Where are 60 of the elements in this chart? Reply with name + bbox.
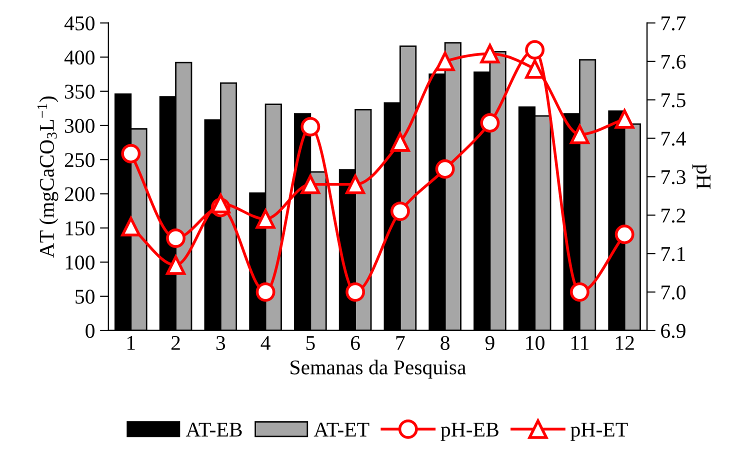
y2-tick-label: 7.3 [662, 170, 686, 184]
x-tick-label: 12 [616, 336, 634, 350]
y-tick-label: 450 [64, 16, 94, 30]
y-tick-label: 150 [66, 221, 94, 236]
point [346, 174, 366, 194]
legend-label: AT-EB [186, 422, 242, 437]
y2-axis-title: pH [692, 164, 710, 189]
point [570, 282, 590, 302]
x-tick-label: 1 [128, 336, 135, 350]
point [570, 124, 590, 144]
y-tick-label: 100 [66, 256, 94, 270]
point [300, 174, 320, 194]
y2-tick-label: 7.4 [662, 132, 686, 146]
x-tick-label: 4 [260, 336, 270, 350]
point [166, 228, 186, 248]
x-axis-title: Semanas da Pesquisa [290, 360, 466, 379]
point [525, 40, 545, 60]
x-tick-label: 3 [216, 336, 226, 350]
y2-tick-label: 7.5 [662, 93, 686, 108]
x-tick-label: 11 [572, 336, 588, 350]
point [300, 117, 320, 136]
y-tick-label: 350 [65, 84, 94, 99]
x-tick-label: 10 [526, 336, 544, 350]
point [346, 282, 366, 302]
y2-tick-label: 6.9 [661, 324, 686, 338]
y-tick-label: 50 [76, 290, 94, 304]
legend-label: pH-EB [440, 422, 498, 441]
point [480, 44, 500, 64]
point [166, 255, 186, 275]
y-axis-title: AT (mgCaCO$_{3}$L$^{−1}$) [37, 96, 58, 258]
y2-tick-label: 7.1 [662, 247, 686, 262]
point [614, 109, 634, 129]
y2-tick-label: 7.7 [662, 16, 686, 30]
y2-tick-label: 7.2 [662, 208, 686, 223]
x-tick-label: 9 [485, 336, 494, 350]
y-tick-label: 250 [64, 153, 94, 168]
point [121, 216, 141, 236]
x-tick-label: 2 [171, 336, 180, 350]
y2-tick-label: 7.6 [662, 54, 686, 69]
x-tick-label: 8 [440, 336, 450, 350]
y-tick-label: 0 [86, 324, 94, 338]
point [435, 159, 455, 179]
point [435, 52, 455, 72]
point [390, 132, 410, 152]
point [210, 194, 230, 214]
legend-label: AT-ET [314, 422, 370, 436]
x-tick-label: 7 [396, 336, 405, 350]
y-tick-label: 400 [64, 50, 94, 65]
x-tick-label: 5 [306, 336, 315, 350]
y-tick-label: 200 [64, 187, 94, 202]
x-tick-label: 6 [350, 336, 360, 350]
legend-label: pH-ET [570, 422, 628, 441]
point [121, 144, 141, 164]
point [256, 282, 276, 302]
y2-tick-label: 7.0 [662, 285, 686, 300]
point [390, 202, 410, 222]
point [614, 224, 634, 244]
point [256, 209, 276, 229]
y-tick-label: 300 [65, 118, 94, 133]
point [480, 113, 500, 133]
